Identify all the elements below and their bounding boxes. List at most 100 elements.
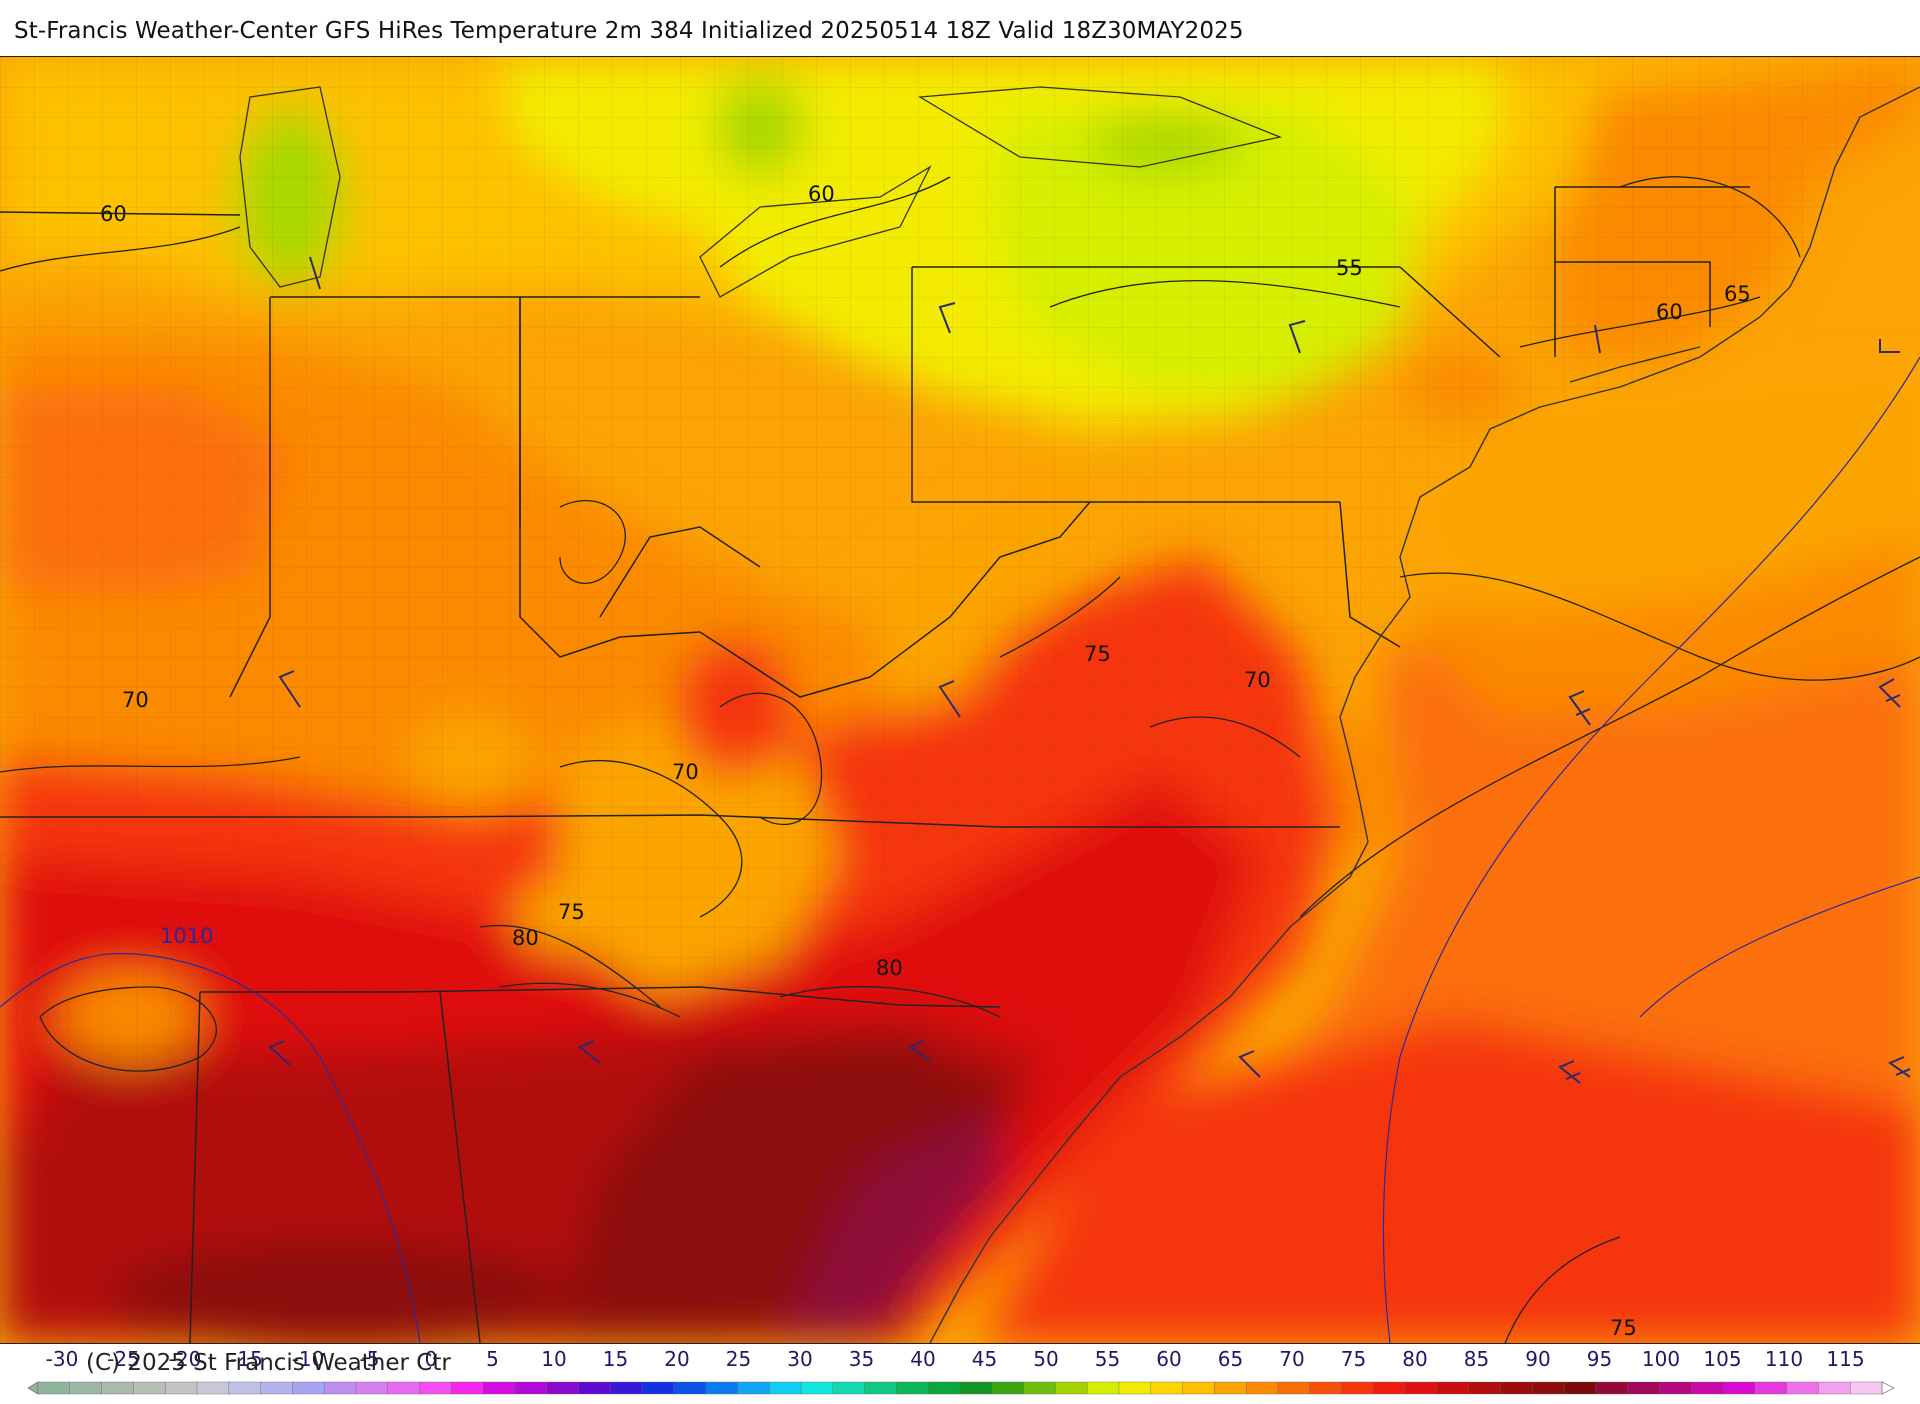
colorbar-swatch <box>292 1381 325 1395</box>
colorbar-swatch <box>705 1381 738 1395</box>
isotherm-label: 55 <box>1336 256 1363 280</box>
isotherm-label: 60 <box>808 182 835 206</box>
colorbar-swatch <box>800 1381 834 1395</box>
isotherm-label: 65 <box>1724 282 1751 306</box>
colorbar-swatch <box>69 1381 103 1395</box>
colorbar-swatch <box>228 1381 262 1395</box>
colorbar-tick-label: 45 <box>972 1347 997 1371</box>
colorbar-tick-label: 70 <box>1279 1347 1304 1371</box>
colorbar-tick-label: 65 <box>1218 1347 1243 1371</box>
isotherm-label-group: 60 60 55 60 65 70 70 75 70 75 80 80 75 1… <box>100 182 1751 1340</box>
colorbar-swatch <box>133 1381 166 1395</box>
colorbar-swatch <box>1436 1381 1470 1395</box>
colorbar-swatch <box>1404 1381 1438 1395</box>
colorbar-swatch <box>482 1381 516 1395</box>
colorbar-tick-label: 10 <box>541 1347 566 1371</box>
colorbar-swatch <box>832 1381 866 1395</box>
isotherm-label: 70 <box>1244 668 1271 692</box>
colorbar-max-arrow <box>1881 1381 1895 1395</box>
colorbar-swatch <box>1245 1381 1279 1395</box>
colorbar-swatch <box>546 1381 579 1395</box>
colorbar-swatch <box>1659 1381 1692 1395</box>
colorbar-swatch <box>1563 1381 1597 1395</box>
isotherm-label: 75 <box>1610 1316 1637 1340</box>
colorbar-swatch <box>1118 1381 1152 1395</box>
isotherm-label: 80 <box>876 956 903 980</box>
colorbar-tick-label: 50 <box>1033 1347 1058 1371</box>
colorbar-tick-label: 95 <box>1587 1347 1612 1371</box>
colorbar-swatch <box>1532 1381 1565 1395</box>
colorbar-swatch <box>355 1381 389 1395</box>
colorbar-swatch <box>896 1381 929 1395</box>
colorbar-labels: -30 -25 -20 -15 -10 -5 0 5 10 15 20 25 30 35 40 45 50 55 6… <box>46 1347 1865 1371</box>
colorbar-swatch <box>1214 1381 1247 1395</box>
coastline <box>929 86 1920 1343</box>
isotherm-label: 80 <box>512 926 539 950</box>
colorbar-tick-label: 55 <box>1095 1347 1120 1371</box>
colorbar-swatch <box>1754 1381 1788 1395</box>
temperature-map: 60 60 55 60 65 70 70 75 70 75 80 80 75 1… <box>0 56 1920 1344</box>
colorbar-swatch <box>1182 1381 1215 1395</box>
map-canvas: 60 60 55 60 65 70 70 75 70 75 80 80 75 1… <box>0 57 1920 1343</box>
colorbar-swatch <box>387 1381 421 1395</box>
colorbar-tick-label: 105 <box>1703 1347 1741 1371</box>
isotherm-contours <box>0 176 1920 1343</box>
isotherm-label: 60 <box>1656 300 1683 324</box>
colorbar-tick-label: 80 <box>1402 1347 1427 1371</box>
colorbar-swatch <box>641 1381 675 1395</box>
colorbar-min-arrow <box>27 1381 39 1395</box>
colorbar-tick-label: 110 <box>1765 1347 1803 1371</box>
colorbar-swatch <box>1786 1381 1819 1395</box>
colorbar-swatch <box>1277 1381 1311 1395</box>
colorbar-swatch <box>37 1381 71 1395</box>
isotherm-label: 75 <box>558 900 585 924</box>
colorbar-swatch <box>1818 1381 1851 1395</box>
colorbar-swatch <box>260 1381 293 1395</box>
isotherm-label: 75 <box>1084 642 1111 666</box>
colorbar-tick-label: 15 <box>603 1347 628 1371</box>
colorbar-tick-label: -25 <box>107 1347 140 1371</box>
colorbar-tick-label: 85 <box>1464 1347 1489 1371</box>
colorbar-swatch <box>164 1381 198 1395</box>
colorbar-swatch <box>1691 1381 1724 1395</box>
colorbar-tick-label: 90 <box>1525 1347 1550 1371</box>
colorbar-swatch <box>101 1381 134 1395</box>
colorbar-swatch <box>610 1381 643 1395</box>
colorbar-tick-label: 30 <box>787 1347 812 1371</box>
colorbar-tick-label: 40 <box>910 1347 935 1371</box>
isotherm-label: 70 <box>672 760 699 784</box>
colorbar-swatch <box>1595 1381 1629 1395</box>
colorbar-swatch <box>1341 1381 1374 1395</box>
colorbar-swatch <box>323 1381 357 1395</box>
colorbar-swatch <box>991 1381 1025 1395</box>
colorbar-tick-label: 115 <box>1826 1347 1864 1371</box>
wind-barbs <box>268 256 1911 1084</box>
colorbar-tick-label: -20 <box>169 1347 202 1371</box>
colorbar-swatch <box>1373 1381 1406 1395</box>
colorbar-swatch <box>928 1381 961 1395</box>
colorbar-swatch <box>1086 1381 1120 1395</box>
colorbar-tick-label: 100 <box>1642 1347 1680 1371</box>
colorbar-swatch <box>673 1381 707 1395</box>
colorbar-tick-label: -15 <box>230 1347 263 1371</box>
colorbar-swatch <box>1722 1381 1756 1395</box>
colorbar-tick-label: 0 <box>425 1347 438 1371</box>
colorbar-tick-label: -10 <box>292 1347 325 1371</box>
isobar-label: 1010 <box>160 924 213 948</box>
colorbar-swatch <box>1627 1381 1660 1395</box>
isotherm-label: 60 <box>100 202 127 226</box>
colorbar-swatch <box>1500 1381 1533 1395</box>
colorbar-tick-label: 60 <box>1156 1347 1181 1371</box>
isobars <box>0 356 1920 1343</box>
colorbar-swatch <box>1055 1381 1088 1395</box>
colorbar-swatch <box>864 1381 897 1395</box>
colorbar-tick-label: 35 <box>849 1347 874 1371</box>
colorbar-swatches <box>27 1381 1895 1395</box>
colorbar-swatch <box>959 1381 993 1395</box>
colorbar-swatch <box>1468 1381 1501 1395</box>
colorbar-swatch <box>1150 1381 1184 1395</box>
temperature-colorbar: -30 -25 -20 -15 -10 -5 0 5 10 15 20 25 30 35 40 45 50 55 6… <box>0 1342 1920 1400</box>
lake-outlines <box>239 86 1283 298</box>
copyright-text: (C) 2025 St Francis Weather Ctr <box>86 1350 451 1376</box>
state-boundaries <box>0 186 1750 1343</box>
